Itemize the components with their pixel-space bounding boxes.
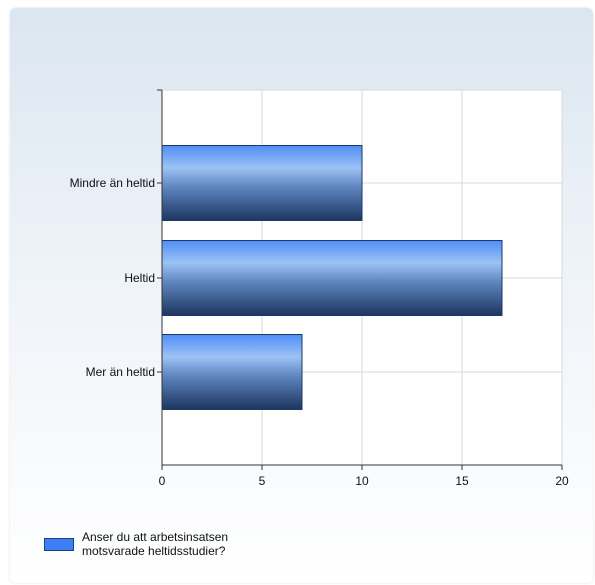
x-tick-label: 10	[355, 474, 369, 488]
y-tick-label: Mer än heltid	[86, 365, 155, 379]
x-tick-label: 0	[159, 474, 166, 488]
bar	[161, 240, 503, 316]
legend-label: Anser du att arbetsinsatsen motsvarade h…	[82, 530, 229, 558]
bar	[161, 145, 363, 221]
legend-swatch	[44, 537, 74, 551]
y-tick-label: Mindre än heltid	[70, 176, 155, 190]
legend: Anser du att arbetsinsatsen motsvarade h…	[44, 530, 272, 558]
x-tick-label: 15	[455, 474, 469, 488]
x-tick-label: 20	[555, 474, 569, 488]
x-tick-label: 5	[259, 474, 266, 488]
y-tick-label: Heltid	[124, 271, 155, 285]
bar	[161, 334, 303, 410]
